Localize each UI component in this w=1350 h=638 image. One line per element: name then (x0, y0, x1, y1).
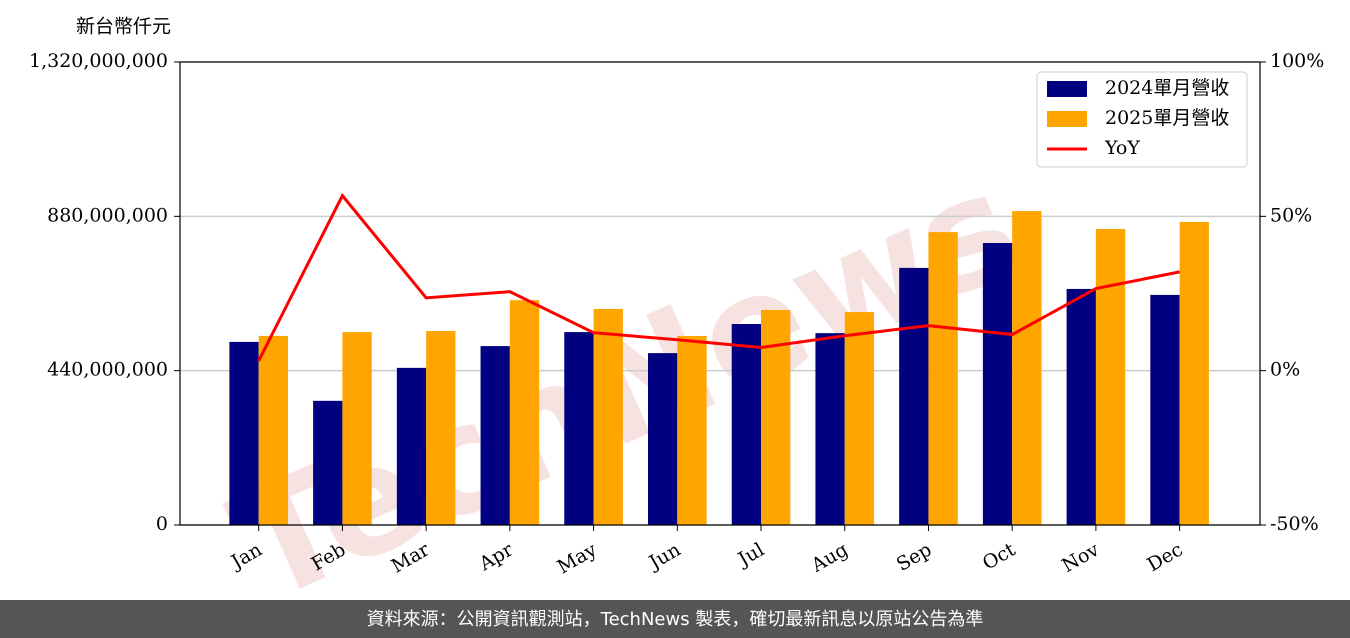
bar (899, 267, 929, 525)
y2-tick-label: 100% (1270, 50, 1324, 72)
y2-tick-label: 50% (1270, 204, 1312, 226)
bar (677, 335, 707, 525)
line (257, 192, 1180, 362)
footer: 資料來源：公開資訊觀測站，TechNews 製表，確切最新訊息以原站公告為準 (367, 609, 984, 630)
bar (1012, 211, 1042, 526)
y-tick-label: 440,000,000 (47, 359, 168, 381)
bar (1095, 228, 1126, 525)
y-tick-label: 0 (156, 513, 168, 535)
x-tick-label: Jul (733, 539, 768, 572)
footer-bar (0, 600, 1350, 638)
x-tick-label: Sep (893, 539, 936, 576)
y2-tick-label: -50% (1270, 513, 1319, 535)
bar (564, 332, 594, 525)
bar (761, 309, 791, 525)
y-axis-label: 新台幣仟元 (76, 16, 171, 38)
bar (342, 332, 372, 525)
bar (928, 232, 958, 525)
x-tick-label: Oct (979, 538, 1020, 574)
x-tick-label: Dec (1143, 539, 1186, 577)
bar (593, 308, 623, 525)
x-tick-label: Jun (644, 539, 685, 575)
legend-label: 2024單月營收 (1105, 77, 1229, 99)
bar (1179, 221, 1209, 526)
legend-label: 2025單月營收 (1105, 107, 1229, 129)
bar (844, 312, 875, 525)
bar (258, 335, 288, 525)
x-tick-label: May (554, 538, 601, 578)
legend-box (1036, 71, 1248, 168)
bar (731, 324, 762, 525)
bar (982, 242, 1013, 525)
legend-label: YoY (1104, 137, 1140, 159)
bar (313, 400, 343, 525)
y2-tick-label: 0% (1270, 359, 1300, 381)
x-tick-label: Aug (807, 539, 852, 578)
bar (1150, 294, 1180, 525)
legend-swatch (1047, 111, 1087, 127)
bar (426, 331, 456, 525)
bar (815, 333, 845, 525)
legend-swatch (1047, 81, 1087, 97)
y-tick-label: 1,320,000,000 (29, 50, 168, 72)
bar (648, 353, 678, 525)
y-tick-label: 880,000,000 (47, 204, 168, 226)
bar (229, 341, 259, 525)
bar (509, 300, 540, 525)
x-tick-label: Nov (1058, 538, 1103, 577)
plot-frame (179, 61, 1261, 526)
bar (1066, 288, 1096, 525)
bar (480, 346, 510, 525)
bar (396, 367, 427, 525)
